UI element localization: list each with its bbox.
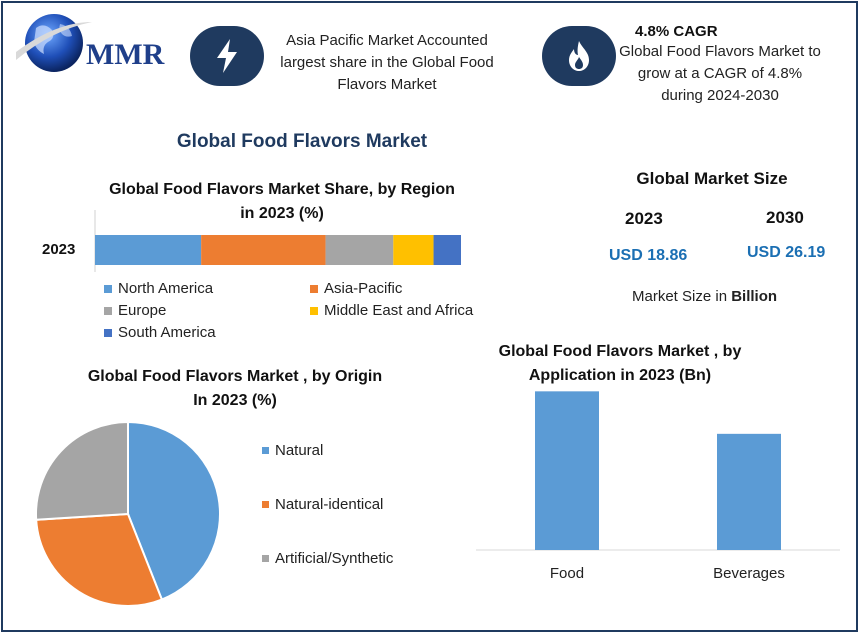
market-size-title: Global Market Size	[636, 169, 788, 188]
cagr-line-3: during 2024-2030	[661, 87, 779, 104]
year-2023: 2023	[625, 209, 663, 228]
value-2030: USD 26.19	[747, 244, 826, 261]
market-size-note-prefix: Market Size in	[632, 288, 732, 305]
middle-east-label: Middle East and Africa	[324, 302, 474, 319]
flame-icon	[569, 41, 589, 71]
region-bar-segment-south-america	[433, 235, 461, 265]
region-chart-title: Global Food Flavors Market Share, by Reg…	[82, 178, 482, 226]
legend-asia-pacific: Asia-Pacific	[310, 280, 402, 297]
legend-natural-identical: Natural-identical	[262, 496, 383, 513]
asia-note-line-1: Asia Pacific Market Accounted	[286, 32, 488, 49]
application-bar-food	[535, 391, 599, 550]
application-bar-beverages	[717, 433, 781, 550]
cagr-line-2: grow at a CAGR of 4.8%	[637, 65, 803, 82]
main-title: Global Food Flavors Market	[176, 131, 428, 152]
natural-identical-label: Natural-identical	[275, 496, 384, 513]
natural-identical-swatch	[262, 501, 269, 508]
south-america-swatch	[104, 328, 112, 337]
legend-artificial: Artificial/Synthetic	[262, 550, 393, 567]
europe-label: Europe	[118, 302, 167, 319]
market-size-note: Market Size in Billion	[632, 288, 777, 305]
origin-title-line-1: Global Food Flavors Market , by Origin	[87, 368, 383, 385]
value-2023: USD 18.86	[609, 247, 688, 264]
market-size-note-unit: Billion	[731, 288, 778, 305]
cagr-line-1: Global Food Flavors Market to	[619, 43, 821, 60]
application-tick-label-beverages: Beverages	[713, 565, 785, 582]
legend-middle-east-africa: Middle East and Africa	[310, 302, 473, 319]
asia-pacific-swatch	[310, 284, 318, 293]
artificial-label: Artificial/Synthetic	[275, 550, 394, 567]
logo-text: MMR	[86, 38, 165, 71]
europe-swatch	[104, 306, 112, 315]
north-america-label: North America	[118, 280, 214, 297]
lightning-badge	[190, 26, 264, 86]
region-row-label: 2023	[42, 241, 76, 258]
flame-badge	[542, 26, 616, 86]
pie-slice-natural	[127, 420, 221, 601]
origin-pie-chart	[35, 420, 221, 607]
north-america-swatch	[104, 284, 112, 293]
application-tick-label-food: Food	[550, 565, 584, 582]
region-bar-segment-europe	[325, 235, 394, 265]
natural-swatch	[262, 447, 269, 454]
natural-label: Natural	[275, 442, 324, 459]
cagr-title: 4.8% CAGR	[635, 23, 718, 40]
application-title-line-2: Application in 2023 (Bn)	[528, 367, 712, 384]
region-bar-segment-middle-east-and-africa	[393, 235, 434, 265]
asia-note-line-3: Flavors Market	[337, 76, 437, 93]
origin-legend: Natural Natural-identical Artificial/Syn…	[262, 442, 432, 572]
middle-east-swatch	[310, 306, 318, 315]
cagr-note: Global Food Flavors Market to grow at a …	[610, 41, 830, 107]
south-america-label: South America	[118, 324, 216, 341]
globe-icon	[16, 14, 92, 72]
mmr-logo: MMR	[14, 8, 174, 78]
legend-north-america: North America	[104, 280, 213, 297]
legend-south-america: South America	[104, 324, 216, 341]
asia-pacific-note: Asia Pacific Market Accounted largest sh…	[262, 30, 512, 96]
region-bar-segment-asia-pacific	[201, 235, 326, 265]
application-bar-chart: Food Beverages	[476, 391, 840, 582]
asia-pacific-label: Asia-Pacific	[324, 280, 403, 297]
region-stacked-bar-chart	[94, 210, 461, 272]
region-bar-segment-north-america	[95, 235, 202, 265]
legend-natural: Natural	[262, 442, 323, 459]
region-title-line-2: in 2023 (%)	[240, 205, 324, 222]
region-legend: North America Asia-Pacific Europe Middle…	[104, 280, 504, 346]
legend-europe: Europe	[104, 302, 166, 319]
year-2030: 2030	[766, 208, 804, 227]
pie-slice-artificial-synthetic	[35, 420, 129, 521]
origin-chart-title: Global Food Flavors Market , by Origin I…	[50, 365, 420, 413]
lightning-icon	[217, 39, 237, 73]
application-title-line-1: Global Food Flavors Market , by	[498, 343, 742, 360]
origin-title-line-2: In 2023 (%)	[193, 392, 277, 409]
asia-note-line-2: largest share in the Global Food	[280, 54, 494, 71]
application-chart-title: Global Food Flavors Market , by Applicat…	[470, 340, 770, 388]
pie-slice-natural-identical	[35, 512, 164, 607]
region-title-line-1: Global Food Flavors Market Share, by Reg…	[109, 181, 455, 198]
artificial-swatch	[262, 555, 269, 562]
